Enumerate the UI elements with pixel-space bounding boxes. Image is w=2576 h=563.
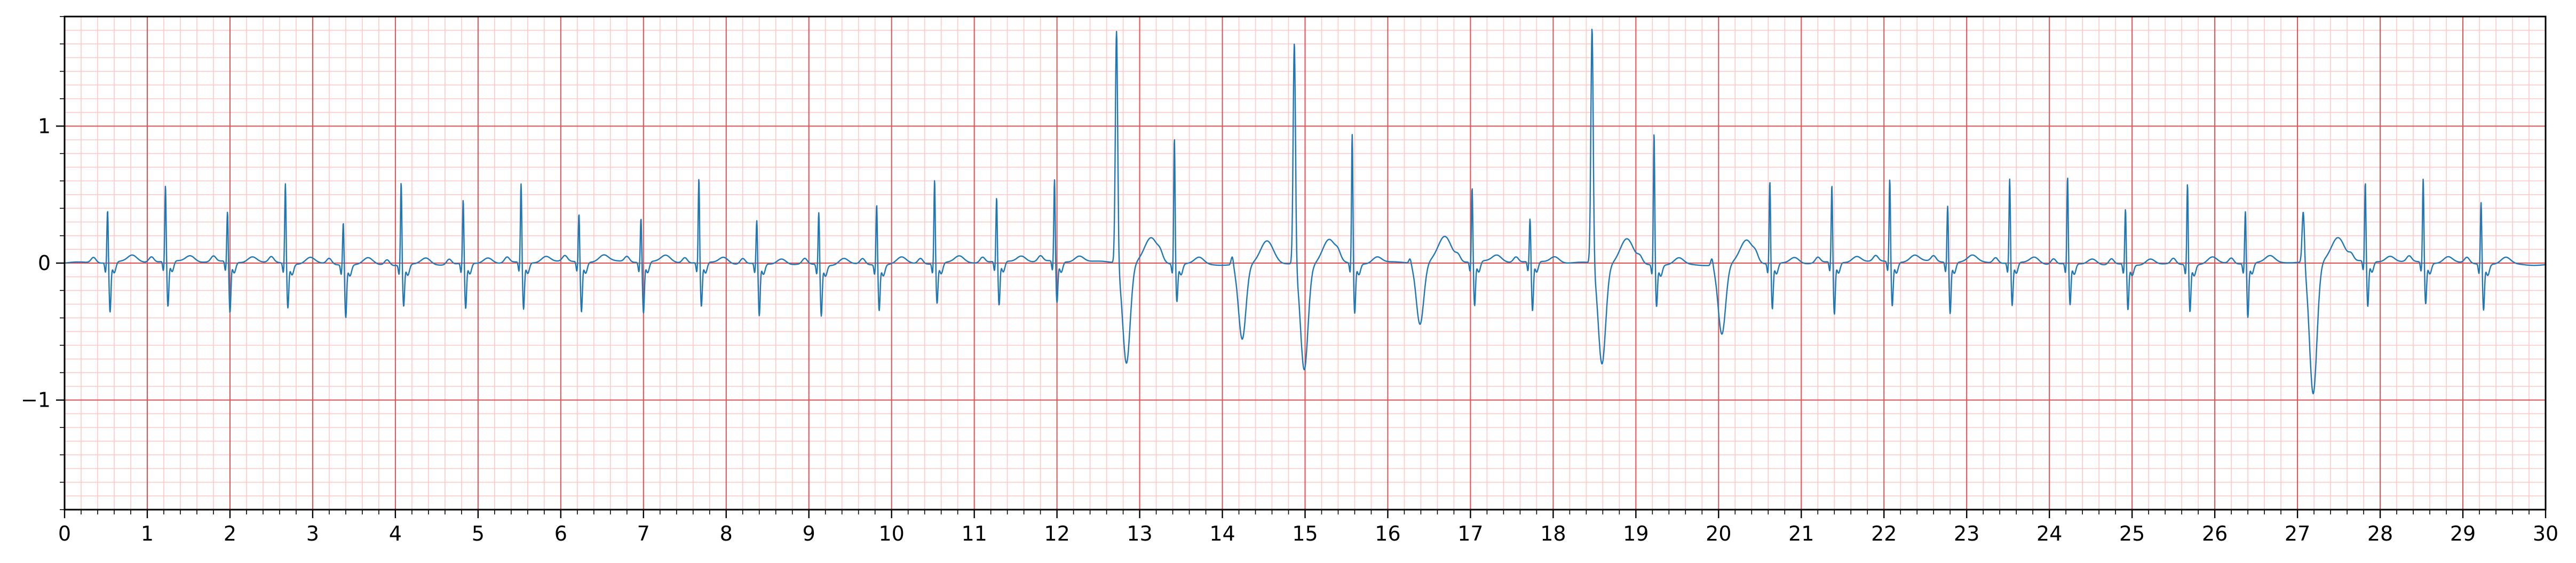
- x-tick-label: 7: [637, 522, 650, 545]
- x-axis-ticks: 0 1 2 3 4 5 6 7 8 9 10 11 12 13 14 15 16 17 18 19 20 21 22 23 24…: [58, 510, 2558, 545]
- x-tick-label: 8: [720, 522, 733, 545]
- x-tick-label: 19: [1623, 522, 1648, 545]
- x-tick-label: 12: [1044, 522, 1069, 545]
- y-axis-ticks: 1 0 −1: [21, 16, 65, 510]
- x-tick-label: 1: [141, 522, 154, 545]
- x-tick-label: 17: [1457, 522, 1483, 545]
- x-tick-label: 3: [306, 522, 319, 545]
- x-tick-label: 5: [472, 522, 485, 545]
- x-tick-label: 0: [58, 522, 71, 545]
- x-tick-label: 22: [1871, 522, 1897, 545]
- x-tick-label: 28: [2367, 522, 2393, 545]
- y-tick-label: 0: [38, 251, 51, 275]
- x-tick-label: 25: [2119, 522, 2145, 545]
- x-tick-label: 4: [389, 522, 402, 545]
- x-tick-label: 27: [2285, 522, 2310, 545]
- x-tick-label: 24: [2036, 522, 2062, 545]
- y-tick-label: 1: [38, 114, 51, 138]
- x-tick-label: 6: [554, 522, 567, 545]
- x-tick-label: 20: [1706, 522, 1731, 545]
- ecg-trace-line: [64, 28, 2547, 394]
- x-tick-label: 10: [878, 522, 904, 545]
- y-tick-label: −1: [21, 388, 51, 412]
- x-tick-label: 11: [961, 522, 987, 545]
- x-tick-label: 23: [1954, 522, 1979, 545]
- x-tick-label: 21: [1788, 522, 1814, 545]
- x-tick-label: 14: [1209, 522, 1235, 545]
- x-tick-label: 30: [2533, 522, 2558, 545]
- x-tick-label: 13: [1127, 522, 1152, 545]
- x-tick-label: 15: [1292, 522, 1318, 545]
- x-tick-label: 26: [2202, 522, 2228, 545]
- x-tick-label: 9: [803, 522, 815, 545]
- x-tick-label: 29: [2450, 522, 2476, 545]
- x-tick-label: 16: [1375, 522, 1400, 545]
- x-tick-label: 18: [1540, 522, 1566, 545]
- x-tick-label: 2: [224, 522, 236, 545]
